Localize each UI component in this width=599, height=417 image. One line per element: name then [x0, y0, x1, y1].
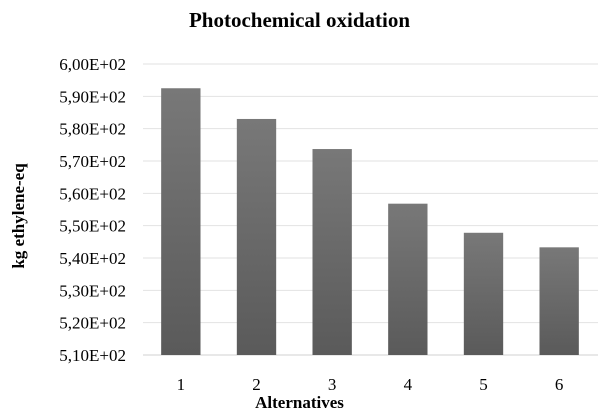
y-tick-label: 5,30E+02: [59, 281, 126, 300]
chart-title: Photochemical oxidation: [188, 8, 411, 32]
bars: [161, 88, 579, 355]
x-tick-label: 6: [555, 375, 564, 394]
x-tick-label: 2: [252, 375, 261, 394]
x-axis-label: Alternatives: [255, 393, 344, 412]
x-tick-label: 3: [328, 375, 337, 394]
bar-4: [388, 203, 428, 355]
y-tick-label: 5,80E+02: [59, 120, 126, 139]
x-tick-label: 5: [479, 375, 488, 394]
y-tick-label: 5,70E+02: [59, 152, 126, 171]
y-tick-label: 5,50E+02: [59, 217, 126, 236]
y-tick-label: 5,60E+02: [59, 184, 126, 203]
gridlines: [143, 63, 598, 356]
x-tick-label: 4: [404, 375, 413, 394]
y-tick-label: 5,90E+02: [59, 87, 126, 106]
bar-3: [312, 149, 352, 355]
y-tick-labels: 5,10E+02 5,20E+02 5,30E+02 5,40E+02 5,50E+02…: [59, 55, 126, 365]
y-tick-label: 5,10E+02: [59, 346, 126, 365]
bar-6: [539, 247, 579, 355]
bar-5: [463, 232, 504, 355]
x-tick-label: 1: [177, 375, 186, 394]
x-tick-labels: 1 2 3 4 5 6: [177, 375, 564, 394]
bar-1: [161, 88, 201, 355]
y-tick-label: 5,20E+02: [59, 314, 126, 333]
y-axis-label: kg ethylene-eq: [9, 163, 28, 269]
bar-2: [236, 118, 277, 355]
y-tick-label: 5,40E+02: [59, 249, 126, 268]
y-tick-label: 6,00E+02: [59, 55, 126, 74]
